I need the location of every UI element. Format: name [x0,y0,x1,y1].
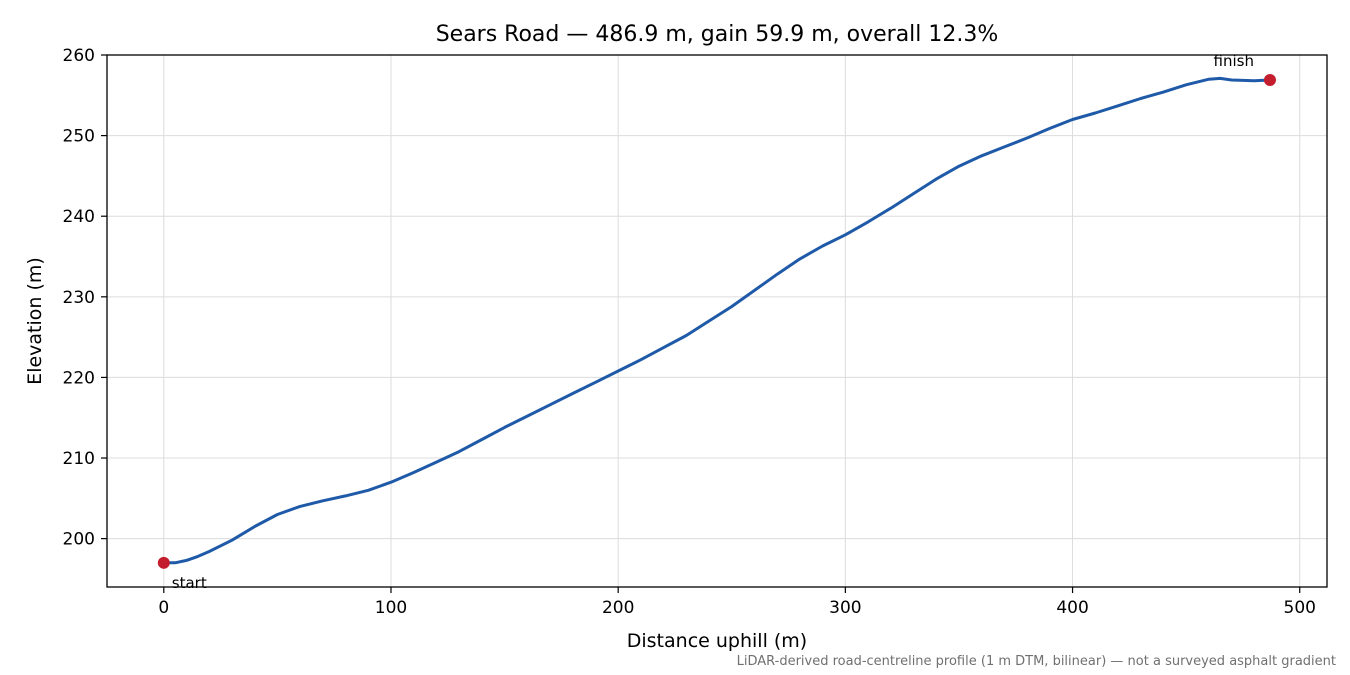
start-marker [157,556,170,569]
x-tick-label: 100 [375,598,407,618]
y-tick-label: 250 [63,127,95,147]
y-tick-label: 220 [63,368,95,388]
y-tick-label: 230 [63,288,95,308]
plot-frame [106,54,1328,588]
x-tick-label: 500 [1284,598,1316,618]
x-tick-label: 400 [1056,598,1088,618]
y-tick-label: 200 [63,530,95,550]
y-tick-label: 240 [63,207,95,227]
y-axis-label: Elevation (m) [24,257,46,385]
x-tick-label: 200 [602,598,634,618]
y-tick-label: 260 [63,46,95,66]
finish-marker [1263,73,1276,86]
footnote: LiDAR-derived road-centreline profile (1… [737,654,1336,669]
chart-title: Sears Road — 486.9 m, gain 59.9 m, overa… [436,22,999,47]
markers: start finish [157,52,1276,592]
elevation-line [162,76,1272,565]
x-tick-label: 0 [158,598,169,618]
finish-label: finish [1214,52,1254,70]
axis-ticks: 0 100 200 300 400 500 200 210 220 230 240 250 260 [63,46,1316,618]
x-tick-label: 300 [829,598,861,618]
start-label: start [172,574,207,592]
y-tick-label: 210 [63,449,95,469]
grid-lines [107,54,1327,587]
x-axis-label: Distance uphill (m) [627,630,807,652]
